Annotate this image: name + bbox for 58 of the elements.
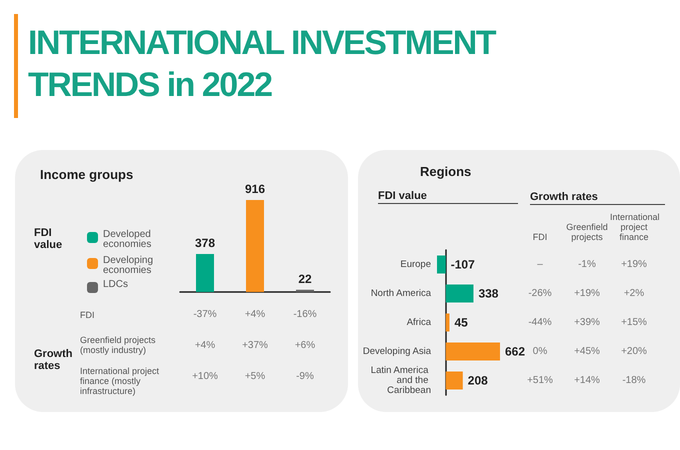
text: Growth rates	[530, 190, 665, 205]
bar	[446, 342, 500, 360]
data-label: 45	[454, 316, 468, 330]
data-label: 22	[298, 272, 312, 286]
data-label: 338	[478, 286, 499, 300]
text: +5%	[244, 371, 266, 382]
y-tick-label: Developing Asia	[362, 346, 432, 357]
category-label: FDI	[532, 232, 548, 242]
text: +2%	[622, 288, 646, 298]
text: +6%	[294, 340, 316, 351]
data-label: -107	[450, 258, 476, 272]
data-label: 916	[244, 182, 266, 196]
chart-title: Regions	[420, 164, 472, 179]
text: -26%	[527, 288, 553, 298]
y-tick-label: Latin America and the Caribbean	[370, 365, 431, 396]
category-label: International project finance	[610, 212, 660, 242]
text: +4%	[194, 340, 216, 351]
text: -18%	[621, 374, 647, 386]
text: +45%	[573, 346, 601, 356]
bar	[446, 284, 474, 302]
x-axis-title: FDI value	[378, 189, 518, 204]
text: +39%	[573, 316, 601, 328]
y-tick-label: North America	[370, 288, 432, 299]
text: Growth rates	[34, 348, 74, 372]
text: -44%	[527, 316, 553, 328]
category-label: International project finance (mostly infrastructure)	[80, 366, 160, 396]
text: +20%	[620, 346, 648, 356]
bar	[446, 314, 450, 332]
text: Developed economies	[103, 229, 152, 250]
text: +19%	[573, 288, 601, 298]
text: Developing economies	[103, 255, 154, 276]
category-label: Greenfield projects (mostly industry)	[80, 335, 156, 355]
data-label: 378	[194, 236, 216, 250]
text: +51%	[526, 374, 554, 386]
category-label: Greenfield projects	[565, 222, 609, 242]
bar	[437, 256, 446, 274]
text: +4%	[244, 309, 266, 320]
bar	[446, 372, 463, 390]
text: 0%	[532, 346, 548, 356]
text: -37%	[192, 309, 218, 320]
y-tick-label: Europe	[400, 259, 431, 270]
text: +14%	[573, 374, 601, 386]
text: -1%	[577, 258, 597, 270]
data-label: 662	[505, 344, 526, 358]
data-label: 208	[468, 374, 488, 388]
text: +10%	[191, 371, 219, 382]
y-axis-title: FDI value	[34, 227, 64, 251]
text: -16%	[292, 309, 318, 320]
text: LDCs	[103, 279, 130, 290]
text: +15%	[620, 316, 648, 328]
category-label: FDI	[80, 310, 94, 320]
text: INTERNATIONAL INVESTMENT TRENDS in 2022	[28, 23, 497, 106]
y-tick-label: Africa	[406, 317, 432, 328]
text: +19%	[620, 258, 648, 270]
chart-title: Income groups	[40, 167, 134, 182]
text: -9%	[295, 371, 315, 382]
text: +37%	[241, 340, 269, 351]
text: –	[536, 258, 544, 270]
